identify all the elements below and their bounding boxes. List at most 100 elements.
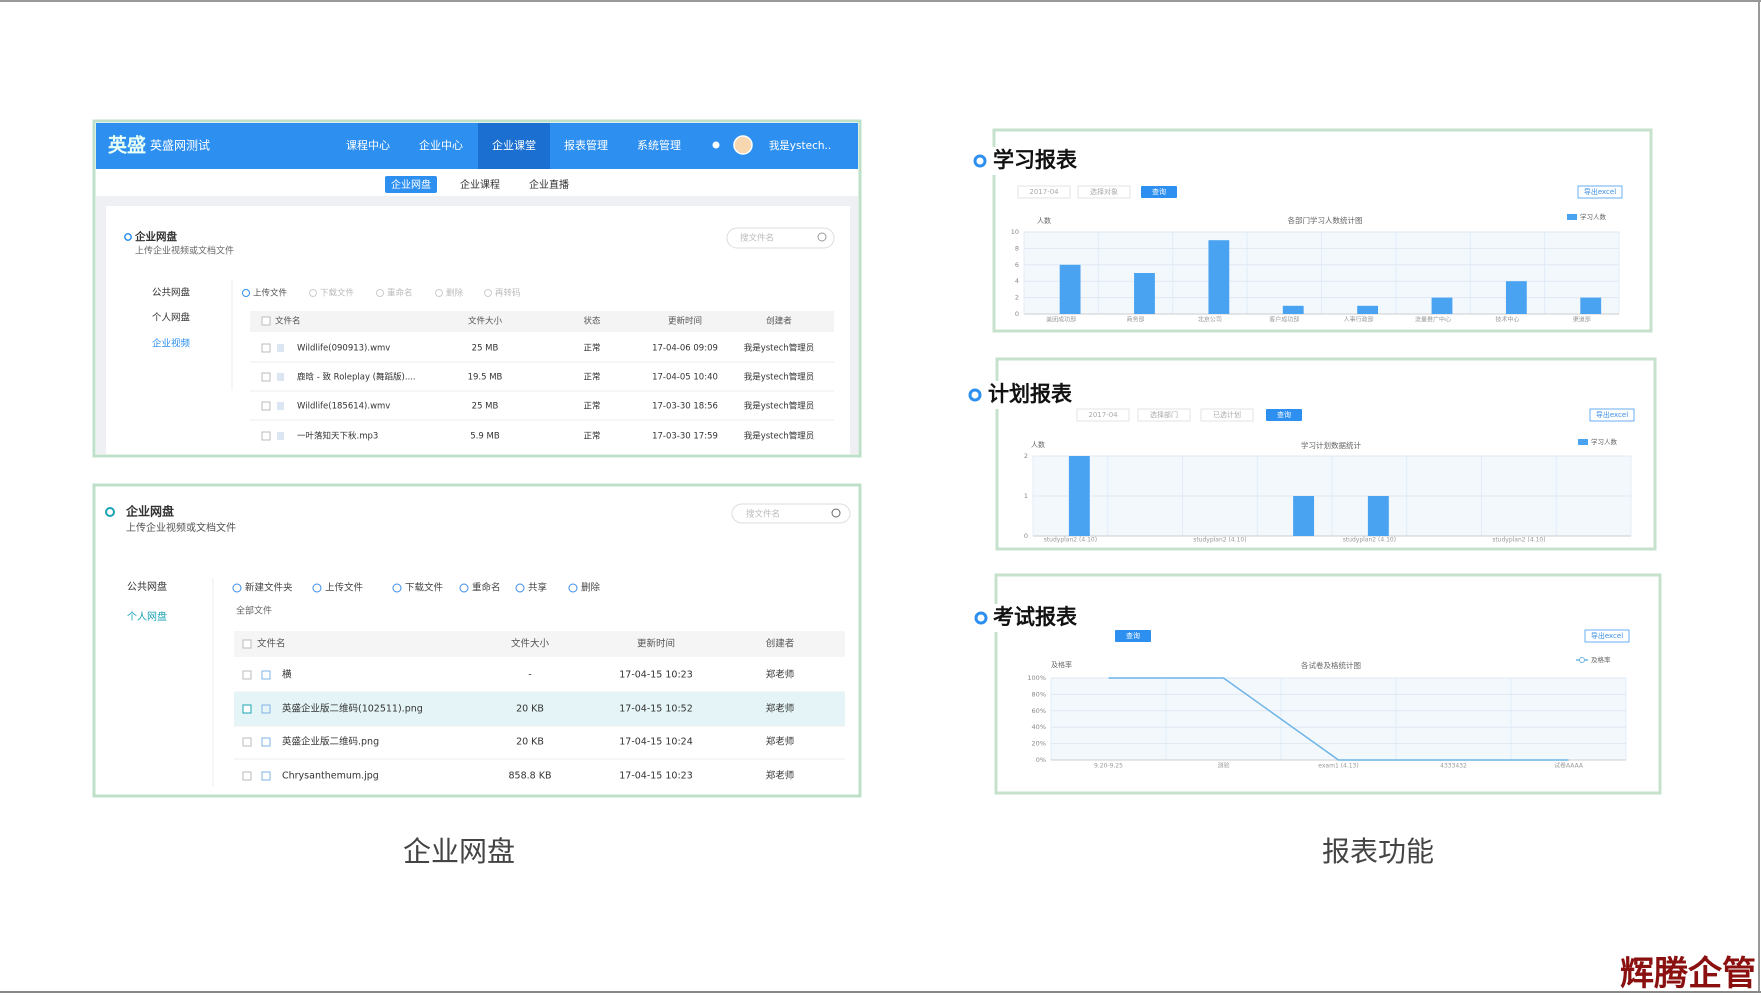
table-cell: 17-04-06 09:09	[652, 344, 718, 354]
checkbox	[261, 343, 271, 353]
title-dot	[105, 507, 115, 517]
control-label: 选择对象	[1090, 187, 1118, 196]
tool-icon	[312, 583, 322, 593]
query-label: 查询	[1152, 187, 1166, 196]
report-heading: 学习报表	[993, 148, 1078, 172]
y-tick-label: 80%	[1032, 690, 1046, 698]
toolbar-item: 上传文件	[253, 288, 288, 299]
side-item: 公共网盘	[152, 287, 191, 299]
checkbox	[242, 771, 252, 781]
side-item: 个人网盘	[127, 610, 167, 623]
column-header: 创建者	[766, 316, 792, 327]
legend-swatch	[1578, 439, 1588, 445]
bar	[1208, 240, 1230, 314]
search-placeholder: 搜文件名	[746, 509, 780, 520]
header-bar	[96, 123, 858, 169]
file-icon	[277, 402, 284, 410]
checkbox	[261, 431, 271, 441]
toolbar-item: 重命名	[387, 288, 413, 299]
nav-item: 课程中心	[346, 139, 390, 152]
search-box	[731, 503, 851, 524]
file-icon	[261, 737, 271, 747]
y-tick-label: 1	[1024, 492, 1028, 500]
table-cell: Chrysanthemum.jpg	[282, 771, 379, 782]
toolbar-item: 下载文件	[405, 582, 444, 594]
y-tick-label: 10	[1011, 228, 1019, 236]
bar	[1357, 305, 1379, 314]
bar	[1505, 281, 1527, 314]
legend-label: 及格率	[1591, 655, 1611, 664]
table-cell: 25 MB	[472, 344, 499, 354]
avatar	[733, 135, 753, 155]
toolbar-item: 共享	[528, 582, 547, 594]
toolbar-item: 删除	[446, 288, 464, 299]
table-cell: 17-03-30 18:56	[652, 402, 718, 412]
report-heading: 考试报表	[993, 605, 1078, 629]
table-cell: 正常	[583, 343, 600, 354]
y-tick-label: 20%	[1032, 740, 1046, 748]
table-cell: 19.5 MB	[468, 373, 503, 383]
column-header: 文件大小	[468, 316, 503, 327]
y-tick-label: 60%	[1032, 707, 1046, 715]
table-cell: 我是ystech管理员	[744, 431, 815, 442]
tool-icon	[242, 289, 250, 297]
nav-item: 系统管理	[637, 138, 681, 152]
column-header: 状态	[583, 316, 601, 327]
subnav-active	[385, 176, 437, 193]
plot-area	[1051, 678, 1626, 760]
nav-item: 企业中心	[419, 138, 463, 152]
tool-icon	[484, 289, 492, 297]
legend-swatch	[1579, 657, 1585, 663]
control	[1200, 408, 1254, 422]
table-cell: 郑老师	[766, 770, 795, 782]
y-tick-label: 4	[1015, 277, 1019, 285]
table-cell: Wildlife(185614).wmv	[297, 402, 390, 412]
bell	[712, 141, 720, 149]
tool-icon	[309, 289, 317, 297]
y-tick-label: 2	[1024, 452, 1028, 460]
table-cell: 我是ystech管理员	[744, 401, 815, 412]
column-header: 文件大小	[511, 638, 550, 650]
side-item: 公共网盘	[127, 580, 167, 593]
line-series	[1108, 677, 1569, 761]
y-tick-label: 100%	[1027, 674, 1046, 682]
tool-icon	[392, 583, 402, 593]
x-tick-label: 北京公司	[1198, 316, 1222, 324]
legend-label: 学习人数	[1580, 212, 1607, 221]
nav-item: 报表管理	[564, 138, 608, 152]
table-cell: 鹿晗 - 致 Roleplay (舞蹈版)....	[297, 372, 416, 383]
tool-icon	[232, 583, 242, 593]
y-tick-label: 40%	[1032, 723, 1046, 731]
table-cell: 858.8 KB	[509, 771, 552, 782]
section-subtitle: 上传企业视频或文档文件	[126, 521, 236, 534]
x-tick-label: studyplan2 (4.10)	[1193, 537, 1246, 544]
x-tick-label: 流量推广中心	[1415, 316, 1451, 324]
export-label: 导出excel	[1591, 631, 1623, 640]
query-label: 查询	[1126, 631, 1140, 640]
chart-title: 各试卷及格统计图	[1301, 660, 1361, 670]
x-tick-label: 人事行政部	[1344, 316, 1374, 324]
x-tick-label: 美团成功部	[1046, 316, 1076, 324]
x-tick-label: 9.20-9.25	[1094, 763, 1123, 770]
chart-title: 学习计划数据统计	[1301, 440, 1361, 450]
tool-icon	[435, 289, 443, 297]
control	[1137, 408, 1191, 422]
toolbar-item: 下载文件	[320, 288, 355, 299]
file-icon	[277, 432, 284, 440]
table-cell: 郑老师	[766, 669, 795, 681]
y-tick-label: 0	[1015, 310, 1019, 318]
control	[1077, 185, 1131, 199]
toolbar-item: 重命名	[472, 582, 501, 594]
toolbar-item: 再转码	[495, 288, 521, 299]
chart-title: 各部门学习人数统计图	[1288, 215, 1363, 225]
bar	[1431, 297, 1453, 314]
subnav-item: 企业网盘	[391, 178, 431, 191]
table-cell: 郑老师	[766, 703, 795, 715]
export-button	[1589, 408, 1635, 422]
bar	[1134, 273, 1155, 314]
bar	[1282, 305, 1304, 314]
bar	[1580, 297, 1602, 314]
tool-icon	[459, 583, 469, 593]
report-heading: 计划报表	[988, 382, 1073, 406]
